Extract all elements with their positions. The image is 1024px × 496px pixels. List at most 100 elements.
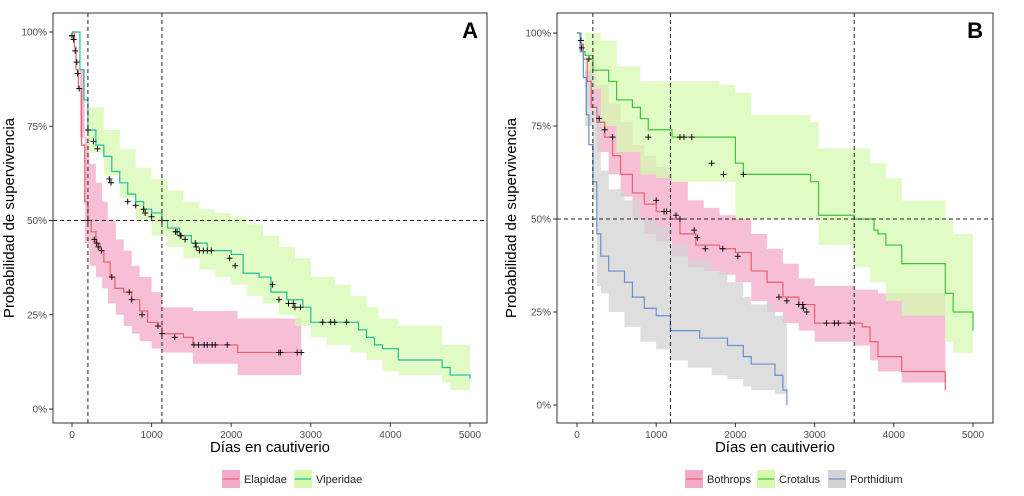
censor-mark — [688, 134, 695, 141]
censor-mark — [290, 300, 297, 307]
legend: Elapidae Viperidae — [222, 470, 362, 488]
censor-mark — [694, 234, 701, 241]
y-tick-label: 50% — [27, 216, 47, 227]
x-tick-label: 4000 — [883, 430, 906, 441]
y-tick-label: 75% — [531, 122, 551, 133]
censor-mark — [691, 227, 698, 234]
censor-mark — [585, 56, 592, 63]
y-tick-label: 0% — [33, 405, 48, 416]
censor-mark — [803, 309, 810, 315]
censor-mark — [740, 171, 747, 178]
plot-area — [53, 13, 487, 423]
panel-label: A — [462, 18, 478, 43]
censor-mark — [98, 247, 105, 254]
y-tick-label: 100% — [21, 28, 47, 39]
confidence-band-porthidium — [577, 33, 787, 405]
x-axis-title: Días en cautiverio — [210, 439, 330, 456]
plot-area — [557, 13, 993, 423]
plot-frame — [556, 12, 994, 424]
censor-mark — [72, 47, 79, 54]
censor-mark — [108, 179, 115, 186]
confidence-band-crotalus — [577, 33, 973, 353]
censor-mark — [91, 236, 98, 243]
x-tick-label: 5000 — [962, 430, 985, 441]
censor-mark — [178, 232, 185, 239]
censor-mark — [182, 236, 189, 243]
censor-mark — [847, 320, 854, 327]
censor-mark — [174, 228, 181, 235]
censor-mark — [73, 59, 80, 66]
censor-mark — [331, 319, 338, 326]
y-tick-label: 75% — [27, 122, 47, 133]
censor-mark — [775, 294, 782, 301]
censor-mark — [577, 37, 584, 44]
censor-mark — [720, 171, 727, 178]
censor-mark — [799, 301, 806, 308]
censor-mark — [212, 341, 219, 348]
x-tick-label: 5000 — [459, 430, 482, 441]
censor-mark — [823, 320, 830, 327]
legend-item-bothrops[interactable]: Bothrops — [685, 470, 752, 488]
censor-mark — [226, 255, 233, 262]
legend-item-porthidium[interactable]: Porthidium — [828, 470, 903, 488]
censor-mark — [90, 138, 97, 145]
legend-item-elapidae[interactable]: Elapidae — [222, 470, 287, 488]
legend-label: Crotalus — [779, 474, 820, 486]
legend-item-viperidae[interactable]: Viperidae — [294, 470, 362, 488]
plot-frame — [52, 12, 488, 424]
legend-item-crotalus[interactable]: Crotalus — [757, 470, 820, 488]
legend-label: Viperidae — [316, 474, 362, 486]
x-tick-label: 1000 — [645, 430, 668, 441]
censor-mark — [663, 208, 670, 215]
censor-mark — [93, 240, 100, 247]
censor-mark — [74, 70, 81, 77]
survival-curve-bothrops — [577, 32, 946, 391]
censor-mark — [269, 281, 276, 288]
censor-mark — [124, 198, 131, 205]
legend-label: Bothrops — [707, 474, 752, 486]
censor-mark — [343, 319, 350, 326]
censor-mark — [298, 349, 305, 356]
survival-curve-viperidae — [72, 31, 471, 379]
censor-mark — [596, 115, 603, 122]
survival-curve-crotalus — [577, 32, 974, 331]
censor-mark — [140, 206, 147, 213]
censor-mark — [719, 245, 726, 252]
censor-mark — [139, 311, 146, 318]
x-tick-label: 2000 — [724, 430, 747, 441]
y-axis-title: Probabilidad de supervivencia — [1, 117, 18, 318]
censor-mark — [128, 296, 135, 303]
censor-mark — [800, 305, 807, 312]
censor-mark — [601, 126, 608, 133]
x-tick-label: 4000 — [379, 430, 402, 441]
x-axis-title: Días en cautiverio — [715, 439, 835, 456]
censor-mark — [70, 36, 77, 43]
censor-mark — [702, 245, 709, 252]
censor-mark — [69, 32, 75, 39]
censor-mark — [291, 304, 298, 311]
legend: Bothrops Crotalus Porthidium — [685, 470, 903, 488]
censor-mark — [319, 319, 326, 326]
censor-mark — [673, 212, 679, 219]
censor-mark — [277, 349, 284, 356]
panel-label: B — [967, 18, 983, 43]
x-tick-label: 0 — [69, 430, 75, 441]
censor-mark — [609, 134, 616, 141]
censor-mark — [132, 202, 139, 209]
censor-mark — [734, 253, 741, 260]
survival-curve-elapidae — [72, 31, 302, 354]
y-tick-label: 25% — [27, 310, 47, 321]
legend-label: Porthidium — [850, 474, 903, 486]
x-tick-label: 0 — [574, 430, 580, 441]
censor-mark — [195, 341, 202, 348]
censor-mark — [224, 341, 231, 348]
y-axis-title: Probabilidad de supervivencia — [503, 117, 520, 318]
confidence-band-bothrops — [577, 33, 946, 383]
censor-mark — [232, 262, 239, 269]
censor-mark — [653, 197, 660, 204]
legend-label: Elapidae — [244, 474, 287, 486]
y-tick-label: 50% — [531, 215, 551, 226]
censor-mark — [193, 243, 200, 250]
censor-mark — [171, 334, 178, 341]
